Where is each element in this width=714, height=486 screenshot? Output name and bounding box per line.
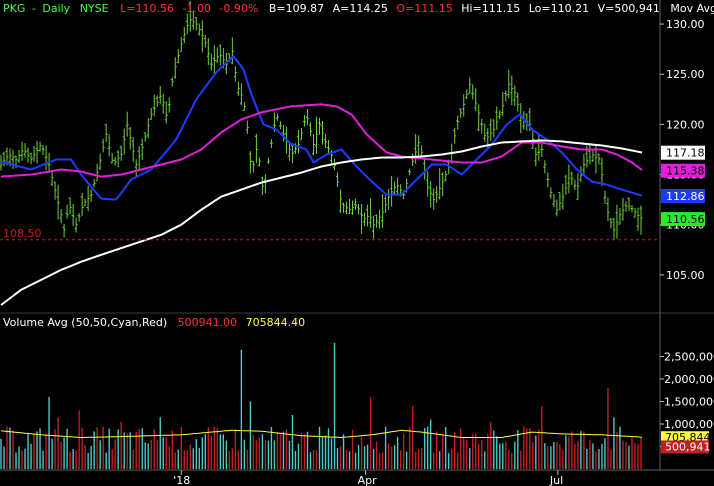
chart-header: PKG - Daily NYSE L=110.56 -1.00 -0.90% B… [3,2,714,15]
price-tick-label: 120.00 [666,118,705,131]
price-tag-box [661,145,705,160]
volume-bars [0,343,642,469]
volume-tag-label: 500,941 [665,440,711,453]
header-dash: - [32,2,36,15]
time-axis-ticks: '18 Apr Jul [173,470,563,486]
price-tag-label: 110.56 [666,213,705,226]
volume-header-value: 500941.00 [178,316,238,329]
volume-tick-label: 1,000,000 [664,418,714,431]
price-tags: 117.18 115.38 112.86 110.56 [661,145,705,227]
header-interval: Daily [42,2,70,15]
volume-header: Volume Avg (50,50,Cyan,Red) 500941.00 70… [3,316,305,329]
header-low: Lo=110.21 [529,2,589,15]
volume-average-line [0,429,643,439]
time-tick-label: Apr [358,474,378,486]
price-tick-label: 125.00 [666,68,705,81]
header-symbol: PKG [3,2,25,15]
header-exchange: NYSE [80,2,109,15]
price-tag-box [661,163,705,178]
volume-tick-label: 2,500,000 [664,351,714,364]
price-tag-label: 117.18 [666,147,705,160]
ma-long-line [0,139,643,306]
price-tag-box [661,212,705,227]
header-study: Mov Avg 2 Lines (Clo [670,2,714,15]
price-tick-label: 130.00 [666,18,705,31]
price-tick-label: 105.00 [666,269,705,282]
header-bid: B=109.87 [269,2,324,15]
volume-tick-label: 2,000,000 [664,373,714,386]
time-tick-label: Jul [549,474,563,486]
header-last: L=110.56 [120,2,174,15]
header-open: O=111.15 [396,2,452,15]
price-tag-label: 115.38 [666,165,705,178]
volume-tag-box [661,440,709,454]
price-tag-box [661,189,705,204]
ma-slow-line [0,103,643,178]
support-label: 108.50 [3,227,42,240]
time-tick-label: '18 [173,474,190,486]
volume-header-avg: 705844.40 [246,316,306,329]
header-change: -1.00 [182,2,210,15]
ma-fast-line [0,54,643,201]
price-bars [0,1,643,240]
moving-average-lines [0,54,643,306]
header-high: Hi=111.15 [461,2,520,15]
header-change-pct: -0.90% [219,2,258,15]
volume-header-label: Volume Avg (50,50,Cyan,Red) [3,316,167,329]
volume-tick-label: 1,500,000 [664,396,714,409]
header-ask: A=114.25 [333,2,388,15]
price-tag-label: 112.86 [666,190,705,203]
header-volume: V=500,941 [598,2,660,15]
